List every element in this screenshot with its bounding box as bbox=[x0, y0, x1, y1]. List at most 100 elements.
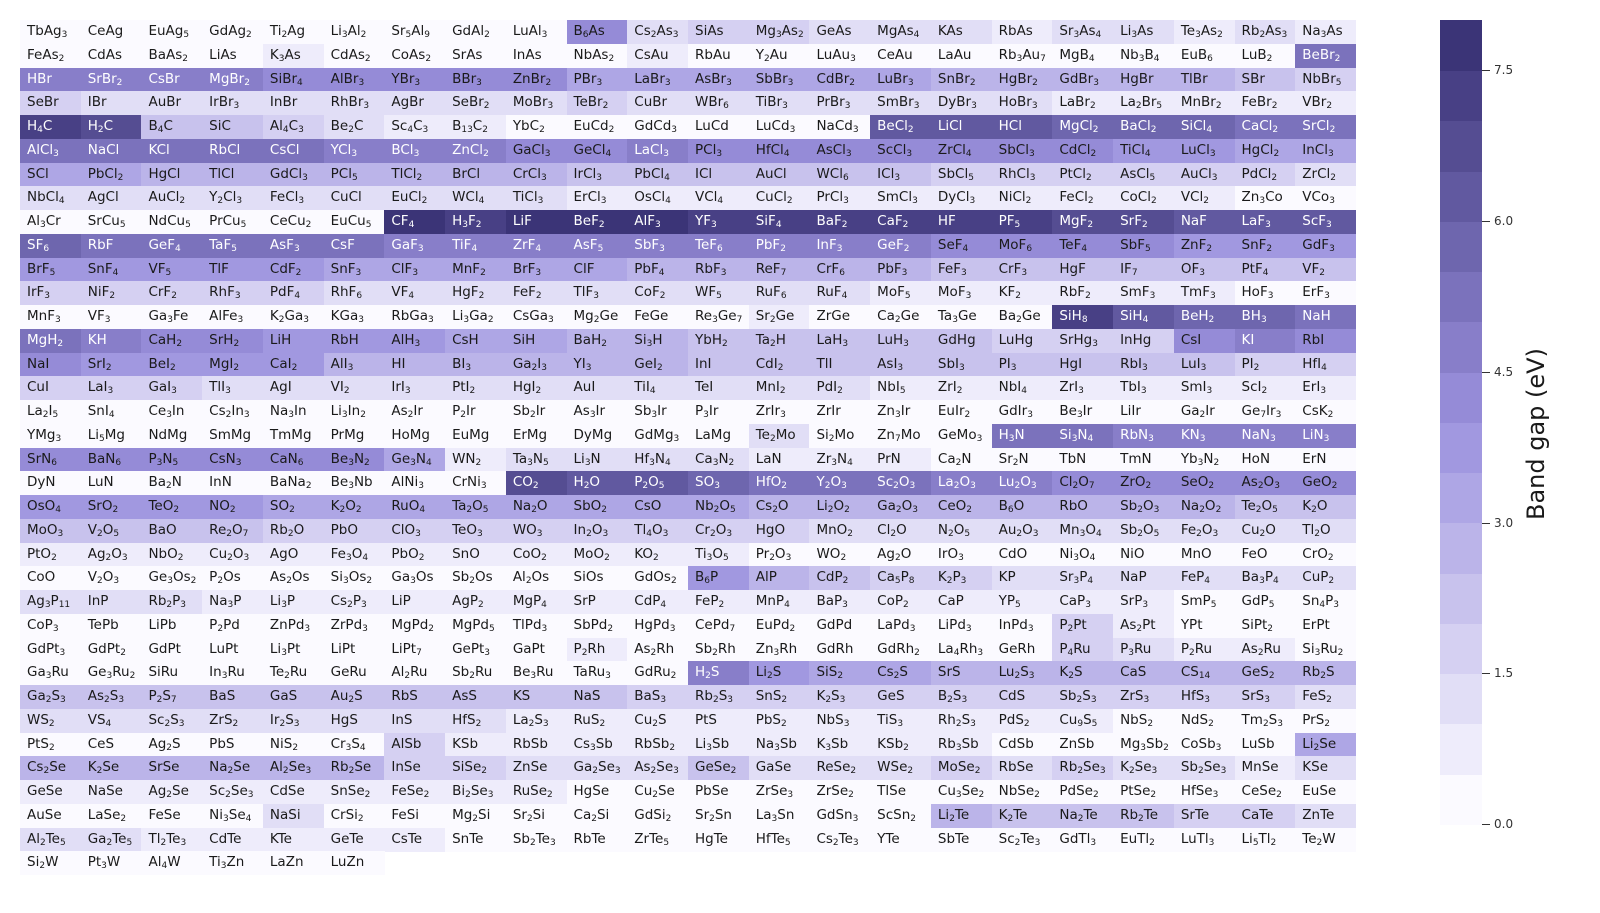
heatmap-cell: BaCl2 bbox=[1113, 115, 1175, 139]
heatmap-cell: CaS bbox=[1113, 661, 1175, 686]
heatmap-cell: NbO2 bbox=[141, 542, 203, 567]
heatmap-cell: GdRu2 bbox=[627, 661, 689, 686]
heatmap-cell: La2O3 bbox=[930, 471, 992, 496]
heatmap-cell: FeGe bbox=[627, 305, 689, 329]
heatmap-cell: Sc2Te3 bbox=[991, 827, 1053, 852]
heatmap-cell: H3F2 bbox=[445, 210, 507, 234]
heatmap-cell: H2O bbox=[566, 471, 628, 496]
heatmap-cell: PdCl2 bbox=[1234, 162, 1296, 187]
heatmap-cell: PrN bbox=[870, 447, 932, 472]
heatmap-cell: Cu2S bbox=[627, 708, 689, 733]
heatmap-cell: ClF3 bbox=[384, 257, 446, 282]
heatmap-cell: Ca5P8 bbox=[870, 566, 932, 591]
heatmap-cell: IBr bbox=[80, 91, 142, 116]
heatmap-cell: MoF6 bbox=[991, 233, 1053, 258]
heatmap-cell: InCl3 bbox=[1295, 138, 1357, 163]
heatmap-cell: Fe3O4 bbox=[323, 542, 385, 567]
heatmap-cell: Sn4P3 bbox=[1295, 590, 1357, 614]
heatmap-cell: Sb2Ir bbox=[505, 400, 567, 424]
heatmap-cell: GeMo3 bbox=[930, 423, 992, 448]
heatmap-cell: MgH2 bbox=[20, 328, 81, 353]
heatmap-cell: ErPt bbox=[1295, 613, 1357, 638]
heatmap-cell: FeP2 bbox=[688, 590, 749, 614]
heatmap-cell: LuH3 bbox=[870, 328, 932, 353]
heatmap-cell: CrF6 bbox=[809, 257, 871, 282]
heatmap-cell: TlF3 bbox=[566, 281, 628, 306]
heatmap-cell: Na2Te bbox=[1052, 803, 1114, 828]
heatmap-cell: CdSb bbox=[991, 732, 1053, 757]
heatmap-cell: SbCl3 bbox=[991, 138, 1053, 163]
heatmap-cell: Sr5Al9 bbox=[384, 20, 446, 44]
heatmap-cell: Te2Mo bbox=[748, 423, 810, 448]
heatmap-cell: SnF3 bbox=[323, 257, 385, 282]
heatmap-cell: Cu2O3 bbox=[202, 542, 264, 567]
heatmap-cell: AuBr bbox=[141, 91, 203, 116]
heatmap-cell: TlSe bbox=[870, 780, 932, 804]
heatmap-cell: CsO bbox=[627, 495, 689, 519]
heatmap-cell: Sb2O5 bbox=[1113, 518, 1175, 543]
heatmap-cell: Sb2S3 bbox=[1052, 685, 1114, 709]
heatmap-cell: ZrS3 bbox=[1113, 685, 1175, 709]
heatmap-cell: ZnPd3 bbox=[262, 613, 324, 638]
heatmap-cell: RbF2 bbox=[1052, 281, 1114, 306]
heatmap-cell: RbSe bbox=[991, 756, 1053, 781]
heatmap-cell: AsCl5 bbox=[1113, 162, 1175, 187]
colorbar-segment bbox=[1440, 20, 1482, 71]
heatmap-cell: RbCl bbox=[202, 138, 264, 163]
heatmap-cell: MoO3 bbox=[20, 518, 81, 543]
heatmap-cell: CoO2 bbox=[505, 542, 567, 567]
heatmap-cell: BaS3 bbox=[627, 685, 689, 709]
heatmap-cell: LuCd bbox=[688, 115, 749, 139]
heatmap-cell: ZnTe bbox=[1295, 803, 1357, 828]
heatmap-cell: Ge3Os2 bbox=[141, 566, 203, 591]
heatmap-cell: As2O3 bbox=[1234, 471, 1296, 496]
heatmap-cell: HCl bbox=[991, 115, 1053, 139]
heatmap-cell: N2O5 bbox=[930, 518, 992, 543]
heatmap-cell: CsI bbox=[1173, 328, 1235, 353]
heatmap-cell: SrP bbox=[566, 590, 628, 614]
heatmap-cell: CePd7 bbox=[688, 613, 749, 638]
heatmap-cell: SmCl3 bbox=[870, 186, 932, 211]
heatmap-cell: SbBr3 bbox=[748, 67, 810, 92]
heatmap-cell: Li2Se bbox=[1295, 732, 1357, 757]
heatmap-cell: SmI3 bbox=[1173, 376, 1235, 401]
heatmap-cell: AuCl3 bbox=[1173, 162, 1235, 187]
heatmap-cell: TiCl4 bbox=[1113, 138, 1175, 163]
heatmap-cell: PbCl4 bbox=[627, 162, 689, 187]
heatmap-cell: As2Rh bbox=[627, 637, 689, 662]
heatmap-cell: LuPt bbox=[202, 637, 264, 662]
heatmap-cell: Na2Se bbox=[202, 756, 264, 781]
heatmap-cell: SiH8 bbox=[1052, 305, 1114, 329]
heatmap-cell: AgCl bbox=[80, 186, 142, 211]
heatmap-cell: RhCl3 bbox=[991, 162, 1053, 187]
colorbar-segment bbox=[1440, 522, 1482, 574]
heatmap-cell: SF6 bbox=[20, 233, 81, 258]
heatmap-cell: PCl5 bbox=[323, 162, 385, 187]
heatmap-cell: LuCl3 bbox=[1173, 138, 1235, 163]
heatmap-cell: PtCl2 bbox=[1052, 162, 1114, 187]
heatmap-cell: RbSb bbox=[505, 732, 567, 757]
heatmap-cell: RuF4 bbox=[809, 281, 871, 306]
heatmap-cell: ZrGe bbox=[809, 305, 871, 329]
heatmap-cell: PCl3 bbox=[688, 138, 749, 163]
heatmap-cell: GeS bbox=[870, 685, 932, 709]
heatmap-cell: EuMg bbox=[445, 423, 507, 448]
heatmap-cell: GdIr3 bbox=[991, 400, 1053, 424]
heatmap-cell: YbC2 bbox=[505, 115, 567, 139]
heatmap-cell: As2Ru bbox=[1234, 637, 1296, 662]
heatmap-cell: CaP bbox=[930, 590, 992, 614]
heatmap-cell: WCl4 bbox=[445, 186, 507, 211]
heatmap-cell: YTe bbox=[870, 827, 932, 852]
heatmap-cell: SbO2 bbox=[566, 495, 628, 519]
heatmap-cell: CsAu bbox=[627, 43, 689, 68]
heatmap-cell: LaF3 bbox=[1234, 210, 1296, 234]
heatmap-cell: BaO bbox=[141, 518, 203, 543]
heatmap-cell: BaN6 bbox=[80, 447, 142, 472]
heatmap-cell: MnI2 bbox=[748, 376, 810, 401]
heatmap-cell: TlBr bbox=[1173, 67, 1235, 92]
heatmap-cell: Ti3Zn bbox=[202, 851, 264, 876]
heatmap-cell: Cs3Sb bbox=[566, 732, 628, 757]
heatmap-cell: KH bbox=[80, 328, 142, 353]
heatmap-cell: La2Br5 bbox=[1113, 91, 1175, 116]
heatmap-cell: CuBr bbox=[627, 91, 689, 116]
